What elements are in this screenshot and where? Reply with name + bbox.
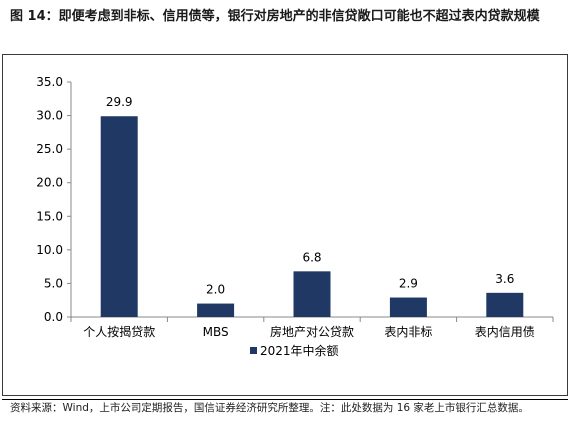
x-tick-label: 个人按揭贷款 — [83, 324, 155, 339]
y-tick-label: 15.0 — [36, 209, 63, 223]
y-tick-label: 5.0 — [44, 276, 63, 290]
source-divider — [2, 399, 568, 400]
data-label: 6.8 — [302, 250, 321, 264]
bar — [389, 297, 427, 317]
data-label: 29.9 — [106, 95, 133, 109]
chart-frame — [2, 54, 568, 396]
data-label: 2.0 — [206, 283, 225, 297]
data-label: 3.6 — [495, 272, 514, 286]
y-tick-label: 35.0 — [36, 75, 63, 89]
bar — [197, 303, 235, 317]
source-note: 资料来源：Wind，上市公司定期报告，国信证券经济研究所整理。注：此处数据为 1… — [10, 402, 529, 414]
y-tick-label: 0.0 — [44, 310, 63, 324]
legend-swatch — [250, 347, 257, 354]
bar — [486, 292, 524, 317]
legend: 2021年中余额 — [250, 343, 339, 358]
x-tick-label: 房地产对公贷款 — [270, 324, 354, 339]
data-labels: 29.9 2.0 6.8 2.9 3.6 — [106, 95, 515, 296]
x-tick-label: 表内非标 — [384, 325, 432, 339]
bar — [293, 271, 331, 317]
data-label: 2.9 — [399, 277, 418, 291]
figure-title: 图 14：即便考虑到非标、信用债等，银行对房地产的非信贷敞口可能也不超过表内贷款… — [10, 9, 540, 24]
x-tick-label: 表内信用债 — [475, 325, 535, 339]
y-tick-label: 20.0 — [36, 176, 63, 190]
x-tick-label: MBS — [203, 325, 229, 339]
bar — [100, 116, 138, 317]
x-axis: 个人按揭贷款 MBS 房地产对公贷款 表内非标 表内信用债 — [70, 316, 554, 339]
y-tick-label: 30.0 — [36, 109, 63, 123]
bars — [100, 116, 524, 317]
legend-label: 2021年中余额 — [260, 343, 339, 358]
y-tick-label: 10.0 — [36, 243, 63, 257]
y-axis: 0.0 5.0 10.0 15.0 20.0 25.0 30.0 35.0 — [36, 75, 72, 324]
y-tick-label: 25.0 — [36, 142, 63, 156]
